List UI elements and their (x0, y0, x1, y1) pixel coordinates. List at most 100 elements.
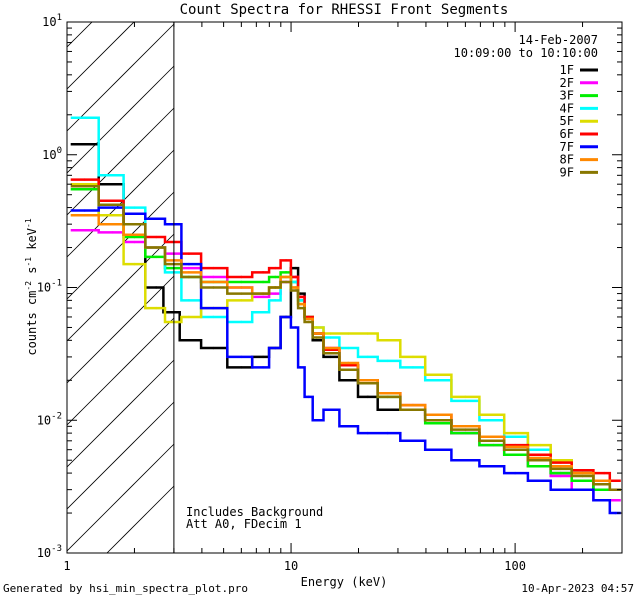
point-1F (261, 355, 265, 359)
legend-label-2F: 2F (560, 76, 574, 90)
point-3F (513, 453, 517, 456)
point-4F (299, 299, 302, 302)
point-7F (464, 459, 467, 462)
point-6F (154, 235, 158, 239)
point-9F (603, 482, 606, 486)
point-7F (294, 326, 297, 329)
legend-label-9F: 9F (560, 165, 574, 179)
hatch-line (67, 23, 175, 132)
point-7F (386, 431, 389, 435)
point-8F (492, 435, 495, 439)
point-8F (539, 456, 542, 460)
annotation-background: Includes Background (186, 505, 323, 519)
point-5F (154, 306, 158, 310)
series-9F (70, 184, 621, 491)
hatch-line (67, 401, 175, 510)
point-8F (366, 379, 369, 382)
annotation-attenuator: Att A0, FDecim 1 (186, 517, 302, 531)
point-5F (315, 326, 318, 329)
point-4F (539, 448, 542, 451)
point-4F (464, 399, 467, 403)
hatch-line (67, 317, 175, 426)
point-9F (581, 474, 584, 478)
point-1F (366, 395, 369, 399)
point-6F (261, 271, 265, 274)
point-4F (513, 435, 517, 439)
point-8F (436, 413, 439, 416)
point-8F (294, 286, 297, 289)
series-1F (70, 142, 621, 491)
point-1F (212, 346, 215, 350)
point-9F (513, 448, 517, 451)
point-4F (111, 174, 114, 177)
point-8F (307, 317, 310, 321)
x-tick-label: 100 (504, 559, 526, 573)
point-3F (539, 465, 542, 468)
series-7F (70, 206, 621, 515)
point-7F (274, 346, 277, 350)
point-6F (581, 469, 584, 472)
point-8F (464, 425, 467, 428)
point-6F (284, 259, 288, 262)
point-3F (284, 271, 288, 274)
point-8F (329, 346, 332, 350)
series-6F (70, 178, 621, 483)
x-tick-label: 10 (284, 559, 298, 573)
y-tick-label: 10-3 (37, 544, 62, 560)
point-6F (347, 363, 350, 367)
point-1F (386, 408, 389, 411)
point-4F (274, 299, 277, 302)
point-9F (274, 286, 277, 289)
point-6F (307, 315, 310, 319)
point-8F (111, 222, 114, 226)
point-9F (212, 286, 215, 289)
legend-label-4F: 4F (560, 101, 574, 115)
point-9F (329, 351, 332, 355)
excluded-energy-hatch (67, 0, 175, 553)
point-7F (299, 366, 302, 369)
point-7F (315, 419, 318, 422)
point-1F (111, 183, 114, 186)
legend-label-8F: 8F (560, 153, 574, 167)
point-6F (603, 471, 606, 475)
point-2F (261, 295, 265, 299)
point-3F (559, 471, 563, 475)
point-7F (539, 479, 542, 482)
date-label: 14-Feb-2007 (519, 33, 598, 47)
point-7F (111, 206, 114, 209)
point-7F (513, 471, 517, 475)
point-8F (240, 286, 243, 289)
y-tick-label: 10-1 (37, 279, 62, 295)
point-8F (133, 233, 136, 236)
point-7F (154, 217, 158, 220)
point-9F (133, 222, 136, 226)
point-4F (240, 320, 243, 324)
point-6F (240, 275, 243, 279)
point-1F (329, 355, 332, 359)
footer-generator: Generated by hsi_min_spectra_plot.pro (3, 582, 249, 595)
hatch-line (67, 275, 175, 384)
point-4F (212, 315, 215, 319)
hatch-line (67, 107, 175, 216)
point-5F (83, 183, 86, 186)
y-axis-label: counts cm-2 s-1 keV-1 (24, 218, 39, 355)
point-2F (83, 229, 86, 232)
point-3F (274, 275, 277, 279)
hatch-line (67, 0, 174, 5)
hatch-line (67, 65, 175, 174)
point-4F (411, 366, 415, 369)
point-4F (329, 336, 332, 339)
point-9F (464, 428, 467, 431)
point-9F (492, 439, 495, 443)
point-9F (315, 336, 318, 339)
point-7F (581, 488, 584, 491)
point-6F (187, 252, 191, 255)
point-3F (581, 479, 584, 482)
hatch-line (67, 22, 93, 48)
point-9F (261, 292, 265, 295)
y-tick-label: 101 (42, 13, 62, 29)
point-8F (83, 214, 86, 217)
point-3F (603, 488, 606, 491)
point-8F (187, 271, 191, 274)
